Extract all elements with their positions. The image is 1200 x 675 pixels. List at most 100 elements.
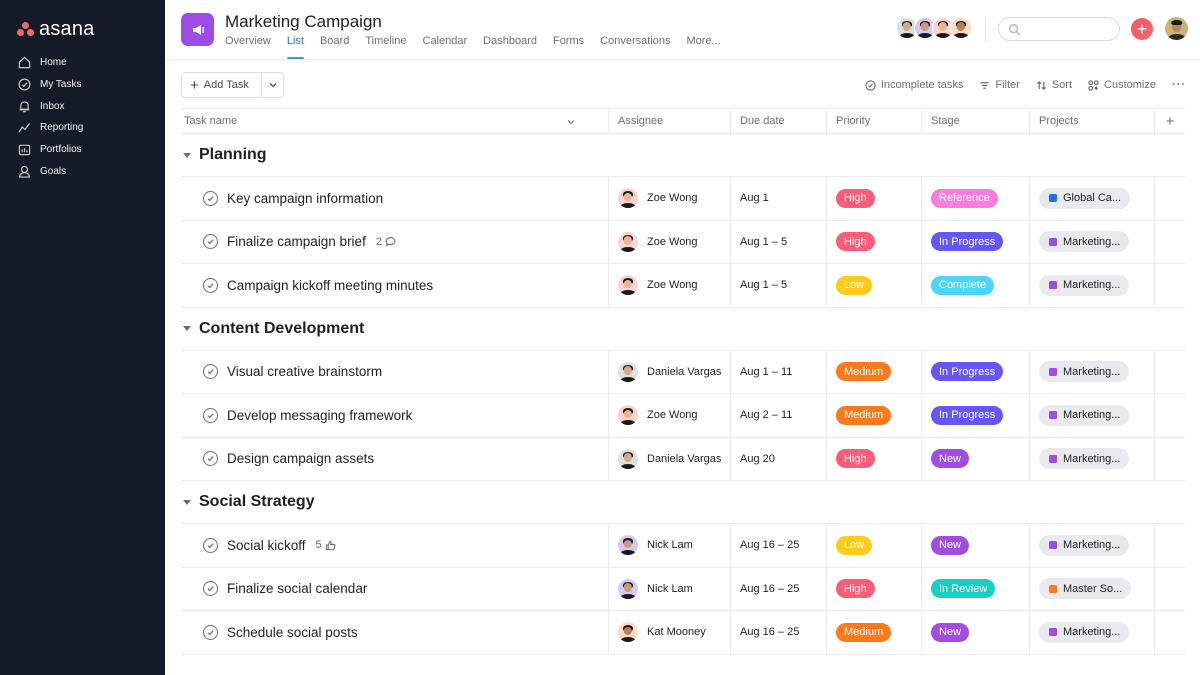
project-tag[interactable]: Marketing... [1039, 448, 1130, 470]
add-column-button[interactable]: + [1165, 112, 1175, 130]
stage-badge[interactable]: In Progress [931, 405, 1004, 425]
table-row[interactable]: Social kickoff 5 Nick Lam Aug 16 – 25 Lo… [181, 524, 1185, 568]
tab-conversations[interactable]: Conversations [600, 35, 671, 47]
project-tag[interactable]: Marketing... [1039, 274, 1130, 296]
member-avatar[interactable] [896, 17, 918, 39]
stage-cell[interactable]: New [922, 437, 1030, 480]
tab-dashboard[interactable]: Dashboard [483, 35, 537, 47]
sort-button[interactable]: Sort [1036, 79, 1072, 91]
task-name-cell[interactable]: Schedule social posts [181, 611, 609, 654]
assignee-cell[interactable]: Daniela Vargas [609, 437, 731, 480]
member-avatar[interactable] [950, 17, 972, 39]
projects-cell[interactable]: Marketing... [1030, 524, 1155, 567]
assignee-cell[interactable]: Zoe Wong [609, 220, 731, 263]
priority-cell[interactable]: Low [827, 524, 922, 567]
add-task-button[interactable]: + Add Task [182, 73, 262, 97]
tab-more[interactable]: More... [686, 35, 721, 47]
projects-cell[interactable]: Marketing... [1030, 611, 1155, 654]
complete-task-checkbox[interactable] [203, 581, 218, 597]
stage-cell[interactable]: Reference [922, 177, 1030, 220]
table-row[interactable]: Finalize campaign brief 2 Zoe Wong Aug 1… [181, 220, 1185, 264]
chevron-down-icon[interactable] [566, 117, 576, 127]
column-task-name[interactable]: Task name [181, 109, 609, 133]
project-members[interactable] [896, 17, 972, 39]
project-tag[interactable]: Marketing... [1039, 534, 1130, 556]
priority-badge[interactable]: Low [836, 275, 873, 295]
stage-cell[interactable]: In Progress [922, 394, 1030, 437]
due-date-cell[interactable]: Aug 2 – 11 [731, 394, 827, 437]
task-name-cell[interactable]: Social kickoff 5 [181, 524, 609, 567]
tab-calendar[interactable]: Calendar [422, 35, 468, 47]
task-name-cell[interactable]: Finalize social calendar [181, 567, 609, 610]
asana-logo[interactable]: asana [0, 18, 165, 40]
assignee-cell[interactable]: Daniela Vargas [609, 350, 731, 393]
tab-board[interactable]: Board [319, 35, 350, 47]
complete-task-checkbox[interactable] [203, 624, 218, 640]
stage-cell[interactable]: In Progress [922, 350, 1030, 393]
tab-overview[interactable]: Overview [225, 35, 271, 47]
megaphone-icon[interactable] [181, 13, 214, 46]
priority-cell[interactable]: High [827, 567, 922, 610]
priority-badge[interactable]: High [836, 232, 875, 252]
filter-button[interactable]: Filter [979, 79, 1020, 91]
tab-list[interactable]: List [286, 35, 305, 59]
stage-cell[interactable]: In Progress [922, 220, 1030, 263]
quick-add-button[interactable]: + [1131, 18, 1153, 40]
project-tag[interactable]: Marketing... [1039, 361, 1130, 383]
sidebar-item-my-tasks[interactable]: My Tasks [0, 74, 165, 96]
table-row[interactable]: Visual creative brainstorm Daniela Varga… [181, 350, 1185, 394]
stage-badge[interactable]: New [931, 622, 970, 642]
assignee-cell[interactable]: Zoe Wong [609, 264, 731, 307]
priority-badge[interactable]: High [836, 188, 875, 208]
priority-cell[interactable]: Medium [827, 350, 922, 393]
tab-timeline[interactable]: Timeline [365, 35, 407, 47]
due-date-cell[interactable]: Aug 1 – 11 [731, 350, 827, 393]
customize-button[interactable]: Customize [1088, 79, 1156, 91]
task-name-cell[interactable]: Design campaign assets [181, 437, 609, 480]
task-name-cell[interactable]: Key campaign information [181, 177, 609, 220]
search-input[interactable] [998, 17, 1120, 41]
priority-badge[interactable]: High [836, 579, 875, 599]
assignee-cell[interactable]: Zoe Wong [609, 177, 731, 220]
priority-cell[interactable]: High [827, 177, 922, 220]
priority-badge[interactable]: Low [836, 535, 873, 555]
project-tag[interactable]: Marketing... [1039, 621, 1130, 643]
projects-cell[interactable]: Master So... [1030, 567, 1155, 610]
project-tag[interactable]: Master So... [1039, 578, 1132, 600]
projects-cell[interactable]: Marketing... [1030, 437, 1155, 480]
more-options-button[interactable]: ··· [1172, 79, 1186, 91]
assignee-cell[interactable]: Nick Lam [609, 567, 731, 610]
member-avatar[interactable] [914, 17, 936, 39]
stage-cell[interactable]: New [922, 611, 1030, 654]
sidebar-item-reporting[interactable]: Reporting [0, 117, 165, 139]
projects-cell[interactable]: Marketing... [1030, 264, 1155, 307]
sidebar-item-goals[interactable]: Goals [0, 160, 165, 182]
add-task-dropdown[interactable] [262, 73, 283, 97]
column-priority[interactable]: Priority [827, 109, 922, 133]
column-due-date[interactable]: Due date [731, 109, 827, 133]
table-row[interactable]: Finalize social calendar Nick Lam Aug 16… [181, 567, 1185, 611]
task-meta[interactable]: 2 [376, 236, 396, 248]
section-header[interactable]: Content Development [181, 308, 1185, 351]
projects-cell[interactable]: Marketing... [1030, 394, 1155, 437]
column-assignee[interactable]: Assignee [609, 109, 731, 133]
task-name-cell[interactable]: Campaign kickoff meeting minutes [181, 264, 609, 307]
stage-badge[interactable]: Complete [931, 275, 995, 295]
priority-badge[interactable]: Medium [836, 622, 892, 642]
tab-forms[interactable]: Forms [552, 35, 585, 47]
stage-badge[interactable]: In Progress [931, 362, 1004, 382]
task-name-cell[interactable]: Develop messaging framework [181, 394, 609, 437]
complete-task-checkbox[interactable] [203, 190, 218, 206]
stage-badge[interactable]: Reference [931, 188, 998, 208]
stage-cell[interactable]: New [922, 524, 1030, 567]
project-tag[interactable]: Marketing... [1039, 404, 1130, 426]
caret-down-icon[interactable] [183, 326, 191, 331]
member-avatar[interactable] [932, 17, 954, 39]
table-row[interactable]: Develop messaging framework Zoe Wong Aug… [181, 394, 1185, 438]
stage-cell[interactable]: Complete [922, 264, 1030, 307]
priority-cell[interactable]: Low [827, 264, 922, 307]
complete-task-checkbox[interactable] [203, 277, 218, 293]
due-date-cell[interactable]: Aug 16 – 25 [731, 524, 827, 567]
stage-badge[interactable]: In Progress [931, 232, 1004, 252]
task-meta[interactable]: 5 [316, 539, 336, 551]
